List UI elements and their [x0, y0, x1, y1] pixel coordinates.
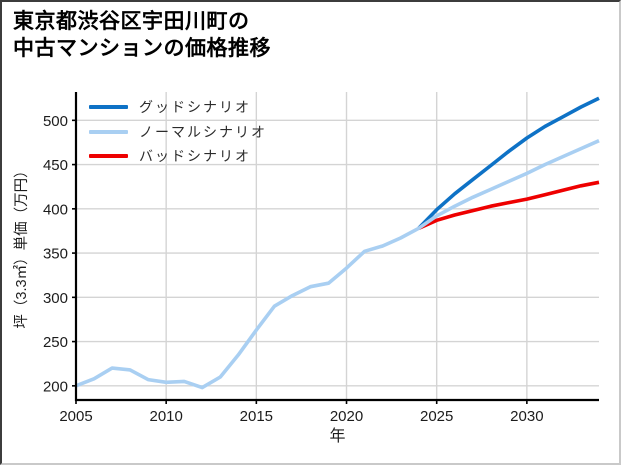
- series-line-2: [417, 180, 600, 230]
- series-line-0: [417, 96, 600, 230]
- x-axis-label: 年: [329, 427, 345, 445]
- chart-title: 東京都渋谷区宇田川町の 中古マンションの価格推移: [13, 8, 271, 62]
- y-tick-label: 450: [43, 157, 68, 174]
- y-tick-label: 250: [43, 334, 68, 351]
- legend-item-good-scenario: グッドシナリオ: [89, 95, 267, 120]
- legend-label-good-scenario: グッドシナリオ: [139, 99, 251, 116]
- x-tick-label: 2030: [510, 408, 543, 425]
- legend-item-normal-scenario: ノーマルシナリオ: [89, 120, 267, 145]
- normal-scenario-line-swatch: [89, 129, 128, 134]
- y-axis-label: 坪（3.3㎡）単価（万円）: [13, 163, 30, 328]
- legend-label-normal-scenario: ノーマルシナリオ: [139, 123, 267, 140]
- y-tick-label: 300: [43, 290, 68, 307]
- y-tick-label: 350: [43, 246, 68, 263]
- legend: グッドシナリオ ノーマルシナリオ バッドシナリオ: [89, 95, 267, 169]
- x-tick-label: 2020: [330, 408, 363, 425]
- legend-label-bad-scenario: バッドシナリオ: [139, 148, 251, 165]
- chart-title-line1: 東京都渋谷区宇田川町の: [13, 10, 250, 33]
- series-line-1: [75, 139, 600, 390]
- legend-item-bad-scenario: バッドシナリオ: [89, 144, 267, 169]
- bad-scenario-line-swatch: [89, 154, 128, 159]
- x-tick-label: 2025: [420, 408, 453, 425]
- x-tick-label: 2010: [149, 408, 182, 425]
- x-tick-label: 2015: [240, 408, 273, 425]
- x-tick-label: 2005: [59, 408, 92, 425]
- chart-title-line2: 中古マンションの価格推移: [13, 37, 271, 60]
- y-tick-label: 400: [43, 201, 68, 218]
- y-tick-label: 500: [43, 113, 68, 130]
- good-scenario-line-swatch: [89, 105, 128, 110]
- y-tick-label: 200: [43, 378, 68, 395]
